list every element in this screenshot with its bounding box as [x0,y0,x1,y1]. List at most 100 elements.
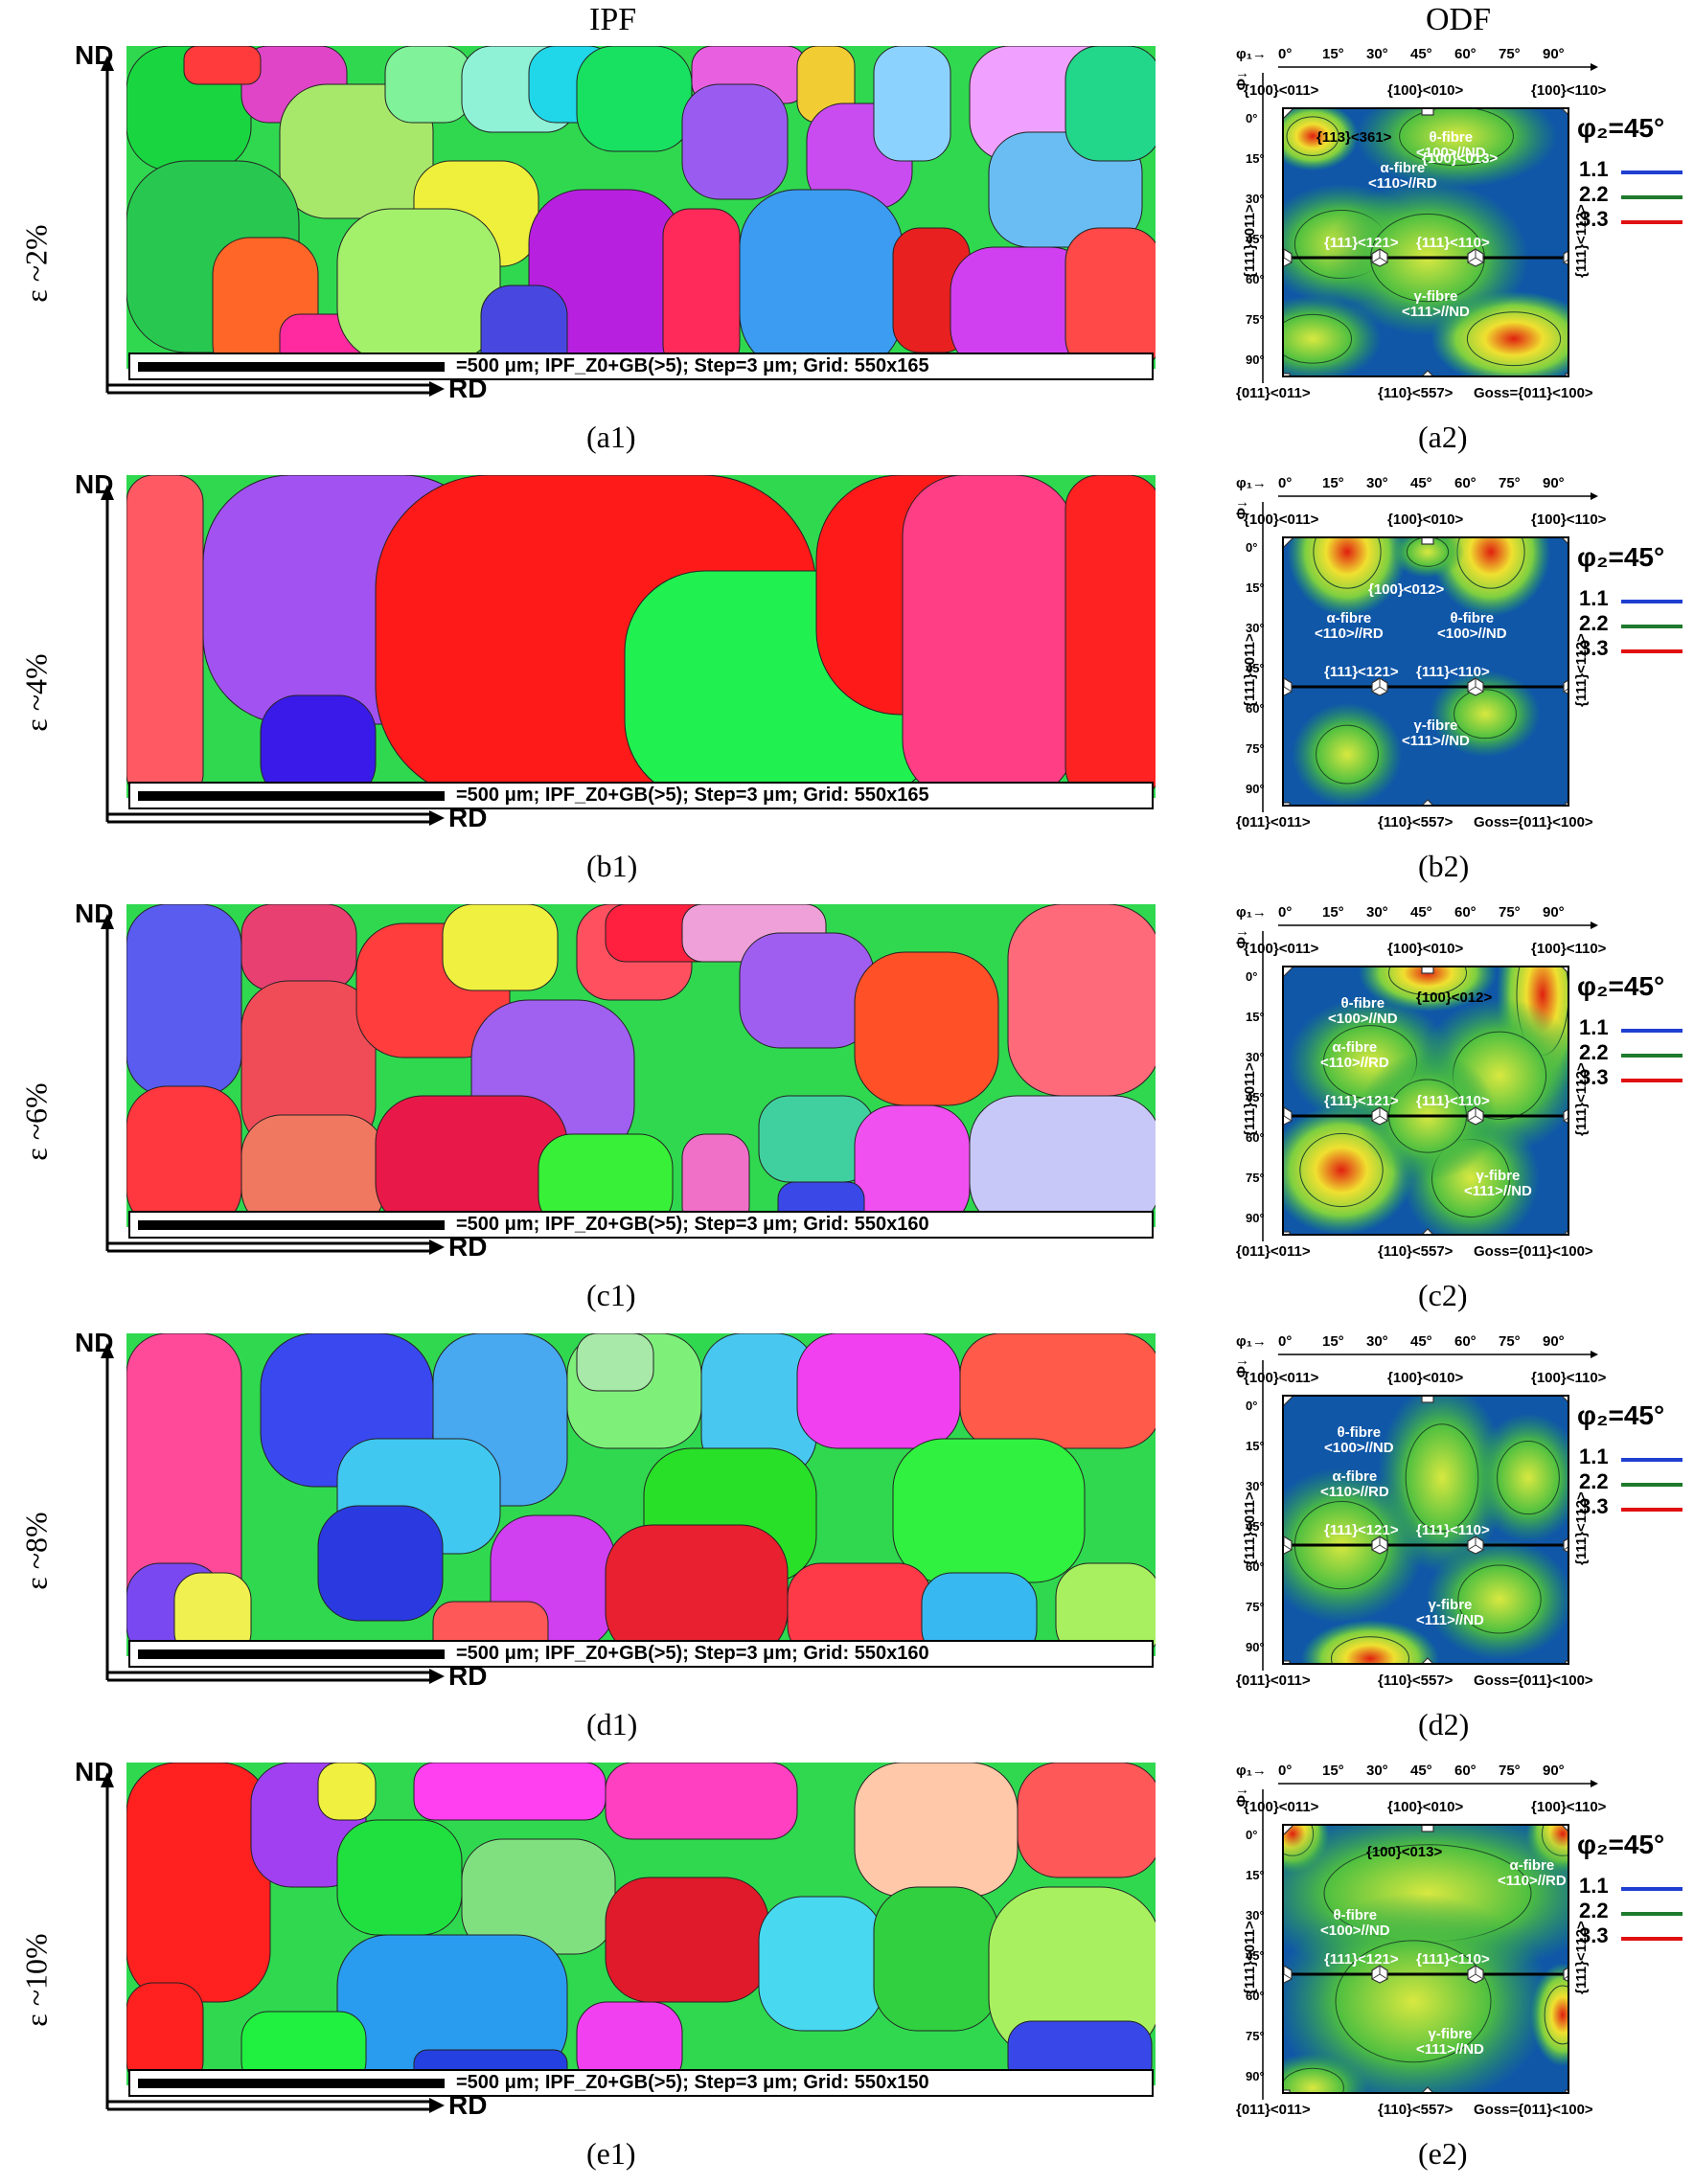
bottom-orientation-label: {110}<557> [1378,2102,1454,2118]
phi-tick: 45° [1246,1519,1265,1534]
phi1-tick: 15° [1322,46,1344,62]
phi1-tick: 30° [1366,1763,1388,1779]
grain [1055,1562,1156,1656]
top-orientation-label: {100}<110> [1531,1370,1607,1386]
gamma-110-label: {111}<110> [1416,1951,1490,1968]
phi2-section-label: φ₂=45° [1577,113,1665,143]
panel-label-odf: (b2) [1418,849,1470,883]
gamma-110-label: {111}<110> [1416,1522,1490,1538]
legend-line [1621,625,1683,628]
panel-label-odf: (c2) [1418,1278,1468,1312]
phi1-axis-label: φ₁→ [1236,46,1267,62]
top-orientation-label: {100}<110> [1531,941,1607,957]
phi1-axis-label: φ₁→ [1236,904,1267,921]
panel-label-ipf: (b1) [586,849,638,883]
odf-section: φ₁→ 0° 15° 30° 45° 60° 75° 90° Φ↓ {100}<011> {100}… [1225,38,1694,467]
grain [576,46,693,152]
phi1-tick: 90° [1543,904,1565,921]
phi1-tick: 75° [1499,1333,1521,1350]
grain [739,932,875,1049]
axes-arrows [101,1772,445,2113]
strain-label: ε ~8% [8,1441,65,1661]
legend-line [1621,600,1683,603]
legend-value: 2.2 [1579,1040,1609,1064]
bottom-orientation-label: Goss={011}<100> [1474,814,1593,830]
grain [1064,227,1156,369]
grain [538,1133,674,1227]
top-orientation-label: {100}<010> [1387,512,1464,528]
phi1-tick: 0° [1278,1333,1293,1350]
figure-row: ε ~6% =500 μm; IPF_Z0+GB(>5); Step=3 μm; … [0,897,1694,1326]
sample-axes: ND RD [59,1326,500,1709]
grain [1017,1763,1156,1878]
phi1-tick: 60° [1454,475,1477,491]
grain [1064,46,1156,162]
phi1-tick: 30° [1366,475,1388,491]
panel-label-ipf: (e1) [586,2136,636,2171]
top-orientation-label: {100}<010> [1387,1799,1464,1815]
phi1-tick: 15° [1322,904,1344,921]
grain [126,1982,204,2085]
legend-line [1621,171,1683,174]
phi1-tick: 0° [1278,475,1293,491]
phi1-axis-label: φ₁→ [1236,475,1267,491]
grain [605,1877,769,2003]
phi1-tick: 60° [1454,1333,1477,1350]
scale-bar-line [138,791,445,801]
legend-value: 3.3 [1579,1923,1609,1947]
grain-map-svg [126,1333,1156,1656]
rd-label: RD [448,374,488,403]
phi-tick: 90° [1246,2069,1265,2083]
odf-contour-svg [1284,1826,1568,2092]
grain [873,1886,999,2032]
grain [576,1333,654,1392]
texture-annotation: {100}<013> [1422,150,1499,167]
gamma-110-label: {111}<110> [1416,1093,1490,1109]
odf-plot [1282,107,1569,377]
scale-bar: =500 μm; IPF_Z0+GB(>5); Step=3 μm; Grid:… [128,2069,1154,2097]
odf-intensity-region [1355,109,1558,189]
phi-tick: 15° [1246,1868,1265,1882]
scale-bar-text: =500 μm; IPF_Z0+GB(>5); Step=3 μm; Grid:… [456,355,929,376]
phi2-section-label: φ₂=45° [1577,1400,1665,1430]
top-orientation-label: {100}<110> [1531,512,1607,528]
phi-tick: 75° [1246,1600,1265,1614]
phi-tick: 60° [1246,1130,1265,1145]
grain [892,1438,1086,1583]
legend-line [1621,1054,1683,1058]
scale-bar: =500 μm; IPF_Z0+GB(>5); Step=3 μm; Grid:… [128,1211,1154,1239]
phi1-tick: 15° [1322,1763,1344,1779]
strain-text: ε ~2% [18,224,54,303]
strain-label: ε ~10% [8,1870,65,2090]
legend-value: 3.3 [1579,1065,1609,1089]
texture-annotation: {100}<013> [1366,1844,1443,1860]
sample-axes: ND RD [59,1755,500,2138]
ipf-map [126,475,1156,798]
gamma-121-label: {111}<121> [1324,235,1399,251]
panel-label-odf: (d2) [1418,1707,1470,1741]
nd-label: ND [75,1757,114,1786]
figure-row: ε ~8% =500 μm; IPF_Z0+GB(>5); Step=3 μm; … [0,1326,1694,1755]
phi-tick: 45° [1246,232,1265,246]
phi-tick: 45° [1246,1090,1265,1104]
left-gamma-label: {111}<011> [1242,1921,1258,1994]
phi-tick: 15° [1246,580,1265,595]
legend-line [1621,220,1683,224]
theta-fibre-label: θ-fibre <100>//ND [1416,129,1486,161]
gamma-fibre-label: γ-fibre <111>//ND [1416,2026,1484,2058]
phi-tick: 0° [1246,540,1258,555]
axes-arrows [101,1343,445,1684]
top-orientation-label: {100}<110> [1531,1799,1607,1815]
top-orientation-label: {100}<010> [1387,941,1464,957]
phi2-section-label: φ₂=45° [1577,971,1665,1001]
sample-axes: ND RD [59,38,500,421]
bottom-orientation-label: {110}<557> [1378,814,1454,830]
scale-bar-text: =500 μm; IPF_Z0+GB(>5); Step=3 μm; Grid:… [456,785,929,806]
grain [739,189,904,369]
grain [442,904,559,991]
phi-tick: 60° [1246,272,1265,286]
phi1-tick: 90° [1543,475,1565,491]
top-orientation-label: {100}<011> [1244,1370,1319,1386]
grain-map-svg [126,475,1156,798]
theta-fibre-label: θ-fibre <100>//ND [1324,1424,1394,1456]
